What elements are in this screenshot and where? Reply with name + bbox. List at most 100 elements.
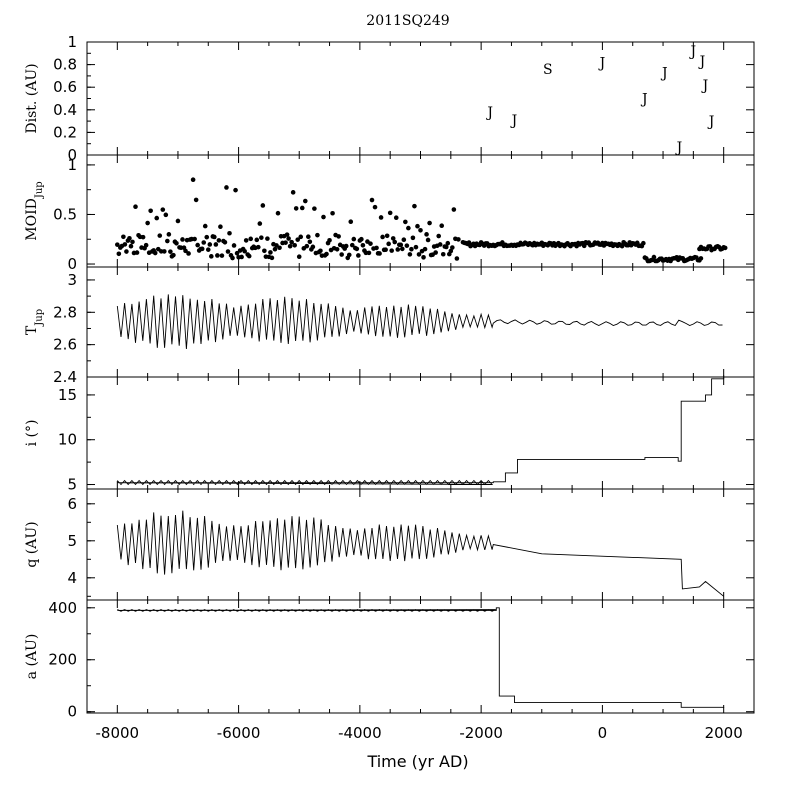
- moid-point: [140, 234, 146, 240]
- moid-point: [199, 246, 205, 252]
- dist-marker-J: J: [689, 44, 697, 60]
- moid-point: [386, 241, 391, 247]
- moid-point: [389, 248, 394, 253]
- moid-point: [292, 242, 297, 248]
- moid-point: [246, 253, 252, 259]
- moid-point: [259, 235, 264, 240]
- moid-point: [163, 212, 169, 218]
- panel-moid: 0 0.5 1 MOIDJup: [24, 154, 755, 273]
- moid-point: [296, 254, 302, 260]
- moid-point: [186, 251, 191, 256]
- a-ylabel: a (AU): [24, 634, 40, 680]
- moid-point: [330, 210, 335, 216]
- panel-tjup: 2.4 2.6 2.8 3 TJup: [24, 266, 755, 386]
- moid-ylabel: MOIDJup: [24, 181, 45, 240]
- tjup-ytick-label: 2.8: [53, 303, 77, 321]
- moid-point: [366, 250, 372, 256]
- moid-point: [128, 243, 134, 249]
- moid-point: [304, 243, 310, 249]
- moid-point: [209, 254, 214, 259]
- moid-point: [377, 251, 382, 256]
- dist-marker-J: J: [675, 140, 683, 156]
- moid-point: [234, 250, 240, 256]
- moid-point: [413, 244, 419, 250]
- moid-point: [180, 237, 185, 242]
- moid-point: [133, 204, 138, 210]
- moid-point: [400, 246, 405, 252]
- a-series-line: [117, 607, 725, 708]
- moid-point: [409, 246, 414, 252]
- moid-point: [130, 239, 135, 245]
- moid-point: [162, 249, 167, 254]
- inc-series-line: [116, 375, 725, 486]
- moid-point: [403, 219, 408, 225]
- moid-point: [374, 245, 379, 251]
- moid-point: [225, 249, 231, 254]
- moid-point: [222, 239, 228, 245]
- moid-point: [334, 246, 340, 252]
- dist-ytick-label: 0.4: [53, 101, 77, 119]
- moid-point: [339, 252, 344, 257]
- dist-marker-J: J: [707, 114, 715, 130]
- moid-point: [168, 249, 173, 254]
- moid-point: [410, 235, 416, 241]
- moid-point: [348, 219, 354, 225]
- moid-point: [127, 235, 132, 241]
- moid-point: [445, 240, 451, 246]
- moid-point: [248, 236, 254, 242]
- moid-point: [327, 237, 332, 243]
- inc-ytick-label: 5: [67, 476, 77, 494]
- moid-point: [450, 245, 455, 250]
- moid-point: [439, 223, 445, 229]
- moid-point: [192, 236, 197, 242]
- moid-ytick-label: 1: [67, 156, 77, 174]
- dist-marker-J: J: [640, 92, 648, 108]
- moid-point: [307, 239, 313, 245]
- q-ytick-label: 5: [67, 532, 77, 550]
- moid-point: [204, 234, 210, 240]
- moid-point: [243, 238, 249, 243]
- tjup-ylabel: TJup: [24, 309, 45, 335]
- moid-point: [404, 243, 410, 248]
- moid-point: [427, 220, 432, 226]
- dist-marker-J: J: [701, 78, 709, 94]
- moid-point: [302, 198, 308, 204]
- moid-point: [154, 215, 160, 221]
- a-frame: [86, 599, 755, 714]
- moid-point: [440, 251, 446, 257]
- inc-ytick-label: 15: [58, 386, 77, 404]
- moid-point: [383, 247, 388, 253]
- moid-point: [380, 234, 385, 240]
- moid-point: [257, 221, 263, 226]
- moid-ytick-label: 0.5: [53, 205, 77, 223]
- moid-point: [255, 244, 261, 250]
- chart-title: 2011SQ249: [366, 13, 449, 29]
- moid-point: [262, 248, 267, 254]
- moid-point: [369, 197, 375, 203]
- moid-point: [387, 210, 393, 216]
- dist-marker-J: J: [698, 54, 706, 70]
- moid-point: [254, 237, 260, 243]
- moid-point: [275, 210, 281, 216]
- moid-point: [356, 253, 361, 258]
- moid-point: [284, 232, 290, 237]
- moid-point: [215, 253, 220, 258]
- tjup-ytick-label: 2.4: [53, 368, 77, 386]
- dist-ytick-label: 1: [67, 33, 77, 51]
- moid-point: [436, 233, 441, 239]
- moid-point: [287, 243, 293, 249]
- panel-q: 4 5 6 q (AU): [24, 488, 755, 601]
- moid-point: [293, 206, 299, 211]
- dist-ytick-label: 0.8: [53, 56, 77, 74]
- moid-point: [351, 236, 357, 242]
- moid-point: [219, 253, 225, 258]
- moid-point: [239, 254, 244, 260]
- inc-ytick-label: 10: [58, 431, 77, 449]
- x-axis-label: Time (yr AD): [366, 752, 468, 771]
- moid-point: [116, 251, 122, 257]
- moid-point: [224, 185, 229, 190]
- moid-point: [134, 250, 140, 255]
- moid-point: [416, 252, 422, 257]
- moid-point: [201, 240, 207, 245]
